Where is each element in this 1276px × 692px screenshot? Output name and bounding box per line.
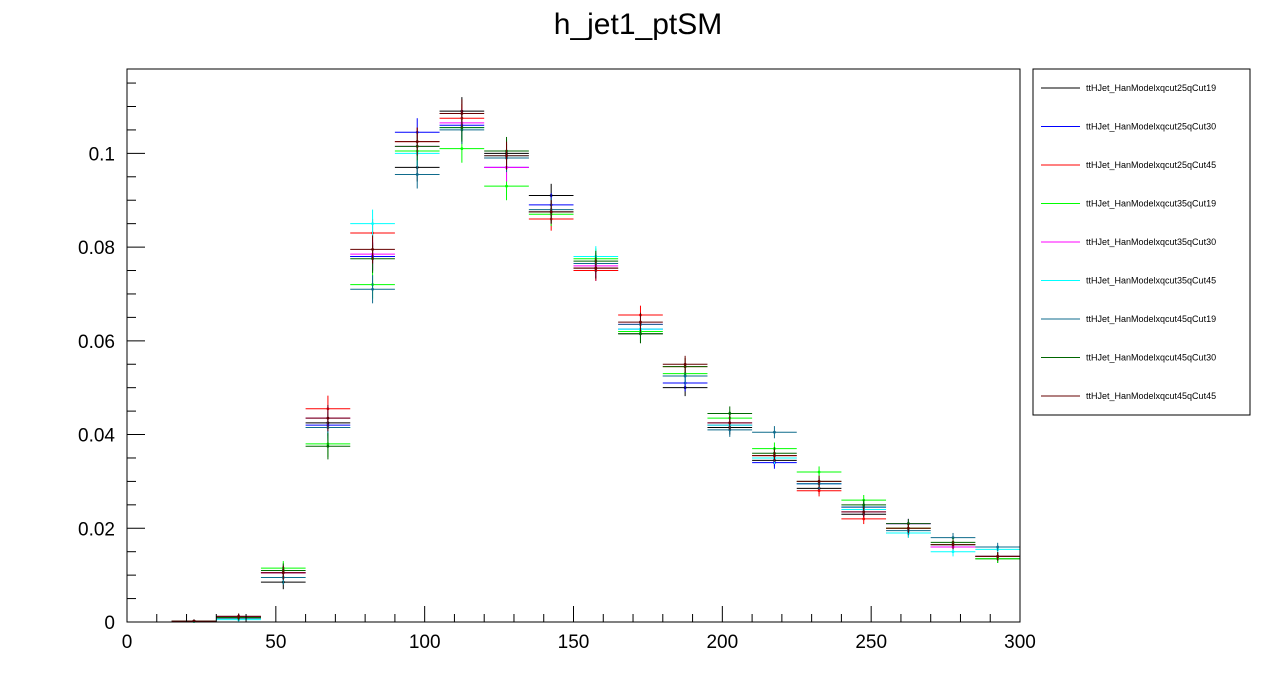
x-tick-label: 250: [855, 632, 887, 653]
data-point: [216, 613, 261, 620]
point-marker: [862, 517, 866, 521]
point-marker: [237, 614, 241, 618]
legend-entry-label: ttHJet_HanModelxqcut25qCut30: [1086, 122, 1216, 132]
data-point: [573, 257, 619, 279]
point-marker: [639, 332, 642, 336]
point-marker: [951, 550, 955, 554]
legend-entry-label: ttHJet_HanModelxqcut45qCut19: [1086, 314, 1216, 324]
point-marker: [549, 210, 553, 214]
data-point: [439, 99, 485, 128]
x-tick-label: 100: [409, 632, 441, 653]
data-point: [975, 542, 1020, 552]
chart-title: h_jet1_ptSM: [554, 8, 722, 41]
data-point: [662, 355, 708, 373]
data-point: [260, 565, 306, 580]
point-marker: [371, 222, 374, 226]
point-marker: [817, 470, 821, 474]
data-point: [350, 275, 395, 304]
data-point: [484, 141, 529, 170]
legend: ttHJet_HanModelxqcut25qCut19 ttHJet_HanMo…: [1032, 68, 1251, 416]
point-marker: [862, 510, 866, 514]
point-marker: [683, 374, 687, 378]
data-point: [796, 475, 842, 488]
point-marker: [505, 184, 508, 188]
axis-layer: 0 50 100 150 200 250 300 0 0.02 0.04 0.06 0.08 0.1: [78, 82, 1036, 653]
point-marker: [817, 489, 821, 493]
point-marker: [951, 543, 955, 547]
data-point: [752, 426, 797, 439]
x-tick-label: 50: [265, 632, 286, 653]
point-marker: [326, 416, 330, 420]
legend-entry-label: ttHJet_HanModelxqcut45qCut30: [1086, 353, 1216, 363]
point-marker: [683, 362, 687, 366]
point-marker: [817, 480, 821, 483]
point-marker: [996, 545, 1000, 549]
data-point: [975, 552, 1020, 561]
data-point: [394, 127, 440, 156]
y-tick-label: 0: [104, 613, 115, 634]
data-point: [752, 449, 797, 462]
x-tick-label: 300: [1004, 632, 1036, 653]
point-marker: [728, 412, 732, 415]
point-marker: [460, 112, 464, 115]
point-marker: [371, 248, 374, 251]
data-point: [305, 405, 351, 432]
series-group: [171, 99, 1020, 623]
data-point: [841, 506, 887, 518]
x-tick-label: 200: [706, 632, 738, 653]
point-marker: [728, 421, 732, 425]
y-tick-label: 0.06: [78, 332, 115, 353]
data-point: [618, 312, 663, 332]
point-marker: [594, 266, 598, 270]
legend-entry-label: ttHJet_HanModelxqcut35qCut45: [1086, 276, 1216, 286]
point-marker: [639, 320, 642, 324]
point-marker: [326, 444, 330, 448]
data-point: [350, 209, 395, 238]
data-point: [528, 200, 574, 224]
data-point: [394, 160, 440, 189]
point-marker: [371, 287, 374, 291]
data-layer: [171, 97, 1020, 623]
point-marker: [505, 154, 508, 158]
data-point: [350, 235, 395, 264]
point-marker: [281, 571, 285, 575]
point-marker: [415, 140, 419, 144]
point-marker: [862, 503, 866, 507]
x-tick-label: 150: [558, 632, 590, 653]
y-tick-label: 0.02: [78, 519, 115, 540]
legend-entry-label: ttHJet_HanModelxqcut35qCut30: [1086, 237, 1216, 247]
legend-entry-label: ttHJet_HanModelxqcut25qCut45: [1086, 160, 1216, 170]
data-point: [930, 539, 976, 550]
y-tick-label: 0.08: [78, 238, 115, 259]
data-point: [305, 433, 351, 460]
point-marker: [773, 430, 776, 434]
point-marker: [460, 147, 464, 151]
point-marker: [906, 526, 910, 530]
y-tick-label: 0.1: [89, 144, 115, 165]
point-marker: [996, 554, 1000, 558]
y-tick-label: 0.04: [78, 426, 115, 447]
x-tick-label: 0: [122, 632, 133, 653]
data-point: [886, 523, 931, 533]
point-marker: [415, 173, 419, 176]
legend-entry-label: ttHJet_HanModelxqcut35qCut19: [1086, 199, 1216, 209]
data-point: [707, 415, 753, 430]
point-marker: [773, 454, 776, 458]
legend-entry-label: ttHJet_HanModelxqcut45qCut45: [1086, 391, 1216, 401]
legend-entry-label: ttHJet_HanModelxqcut25qCut19: [1086, 83, 1216, 93]
